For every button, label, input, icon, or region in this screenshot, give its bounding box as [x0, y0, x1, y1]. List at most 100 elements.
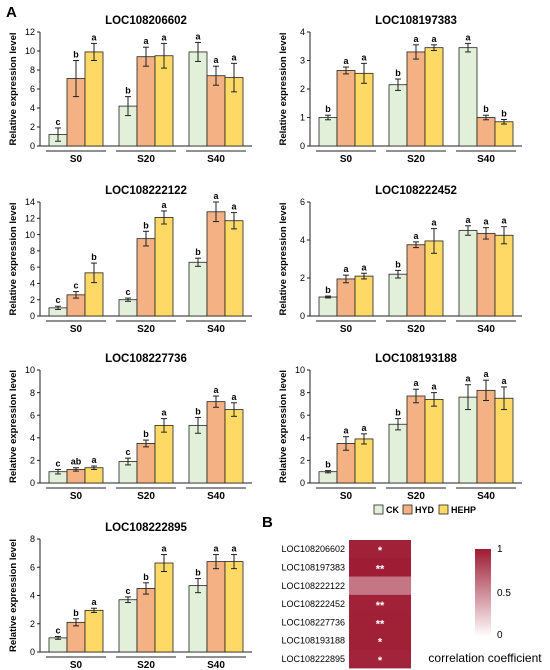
legend-swatch-hyd: [402, 504, 413, 515]
significance-letter: b: [143, 429, 149, 439]
legend-item-ck: CK: [373, 504, 399, 515]
significance-letter: a: [91, 32, 97, 42]
panel-label-a: A: [6, 4, 17, 21]
significance-letter: b: [125, 86, 131, 96]
chart-loc108197383: LOC108197383 Relative expression level 0 1 2…: [278, 15, 522, 165]
chart-title: LOC108227736: [105, 353, 187, 365]
category-label-s0: S0: [340, 324, 353, 335]
significance-letter: b: [195, 568, 201, 578]
chart-title: LOC108222895: [105, 522, 187, 534]
significance-letter: a: [213, 544, 219, 554]
y-tick-label: 6: [30, 84, 35, 94]
significance-letter: c: [55, 458, 60, 468]
bar-ck-s40: [188, 585, 208, 653]
bar-hehp-s0: [354, 72, 374, 147]
category-label-s0: S0: [340, 154, 353, 165]
significance-stars: *: [378, 545, 383, 557]
y-tick-label: 2: [300, 84, 305, 94]
significance-letter: a: [501, 216, 507, 226]
significance-letter: b: [73, 50, 79, 60]
significance-stars: *: [378, 637, 383, 649]
category-label-s40: S40: [477, 491, 495, 502]
bar-hehp-s0: [84, 609, 104, 653]
bar-hyd-s40: [476, 389, 496, 484]
color-scale-bar: [475, 549, 491, 637]
chart-loc108193188: LOC108193188 Relative expression level 0 2 4…: [278, 353, 522, 502]
bar-ck-s40: [188, 424, 208, 484]
category-label-s0: S0: [70, 660, 83, 670]
significance-letter: c: [125, 287, 130, 297]
bar-hyd-s40: [206, 561, 226, 653]
category-label-s20: S20: [137, 154, 155, 165]
heatmap-row-label: LOC108206602: [281, 544, 345, 554]
y-tick-label: 2: [30, 619, 35, 629]
heatmap-row-label: LOC108222895: [281, 654, 345, 664]
significance-letter: a: [161, 32, 167, 42]
y-tick-label: 10: [25, 365, 35, 375]
significance-letter: a: [431, 382, 437, 392]
significance-stars: **: [376, 618, 385, 630]
bar-hehp-s40: [494, 234, 514, 317]
significance-letter: b: [395, 68, 401, 78]
significance-letter: a: [413, 231, 419, 241]
significance-letter: a: [361, 423, 367, 433]
significance-letter: a: [343, 264, 349, 274]
y-tick-label: 4: [300, 27, 305, 37]
panel-label-b: B: [262, 514, 273, 531]
bar-hyd-s0: [336, 70, 356, 147]
significance-letter: c: [73, 281, 78, 291]
color-scale: 1 0.5 0 correlation coefficient: [428, 544, 542, 665]
bar-ck-s40: [188, 51, 208, 147]
significance-letter: c: [55, 625, 60, 635]
legend-item-hyd: HYD: [402, 504, 435, 515]
significance-letter: a: [361, 262, 367, 272]
bar-ck-s20: [388, 273, 408, 317]
bar-hehp-s40: [494, 397, 514, 484]
bar-ck-s20: [118, 599, 138, 653]
heatmap-cell: [349, 594, 411, 614]
significance-stars: **: [376, 563, 385, 575]
y-tick-label: 6: [300, 197, 305, 207]
y-tick-label: 6: [30, 562, 35, 572]
significance-stars: **: [376, 600, 385, 612]
bar-hehp-s40: [224, 561, 244, 653]
bar-hehp-s20: [154, 562, 174, 653]
chart-title: LOC108222452: [375, 185, 457, 197]
category-label-s40: S40: [207, 324, 225, 335]
bar-hyd-s0: [336, 278, 356, 317]
heatmap-cell: [349, 613, 411, 632]
chart-title: LOC108222122: [105, 185, 187, 197]
significance-letter: c: [125, 586, 130, 596]
significance-letter: b: [501, 108, 507, 118]
bar-ck-s20: [118, 299, 138, 317]
bar-hyd-s40: [476, 232, 496, 317]
significance-letter: a: [161, 200, 167, 210]
category-label-s0: S0: [340, 491, 353, 502]
significance-letter: a: [465, 215, 471, 225]
y-tick-label: 0: [30, 311, 35, 321]
bar-ck-s0: [318, 117, 338, 147]
heatmap-row-label: LOC108222452: [281, 599, 345, 609]
bar-hyd-s20: [136, 56, 156, 147]
bar-ck-s20: [388, 84, 408, 147]
heatmap-cell: [349, 558, 411, 577]
significance-letter: a: [465, 32, 471, 42]
category-label-s0: S0: [70, 324, 83, 335]
significance-letter: a: [343, 56, 349, 66]
bar-hehp-s20: [154, 217, 174, 317]
significance-letter: a: [161, 408, 167, 418]
y-tick-label: 2: [30, 295, 35, 305]
bar-hyd-s20: [136, 238, 156, 317]
bar-hyd-s0: [66, 621, 86, 653]
y-tick-label: 8: [30, 388, 35, 398]
significance-letter: b: [91, 252, 97, 262]
significance-letter: a: [213, 55, 219, 65]
chart-title: LOC108197383: [375, 15, 457, 27]
legend: CK HYD HEHP: [373, 504, 476, 515]
bar-ck-s0: [318, 296, 338, 317]
scale-label: correlation coefficient: [428, 651, 542, 665]
bar-hehp-s20: [424, 47, 444, 147]
chart-loc108227736: LOC108227736 Relative expression level 0 2 4…: [8, 353, 252, 502]
bar-hehp-s40: [224, 220, 244, 317]
